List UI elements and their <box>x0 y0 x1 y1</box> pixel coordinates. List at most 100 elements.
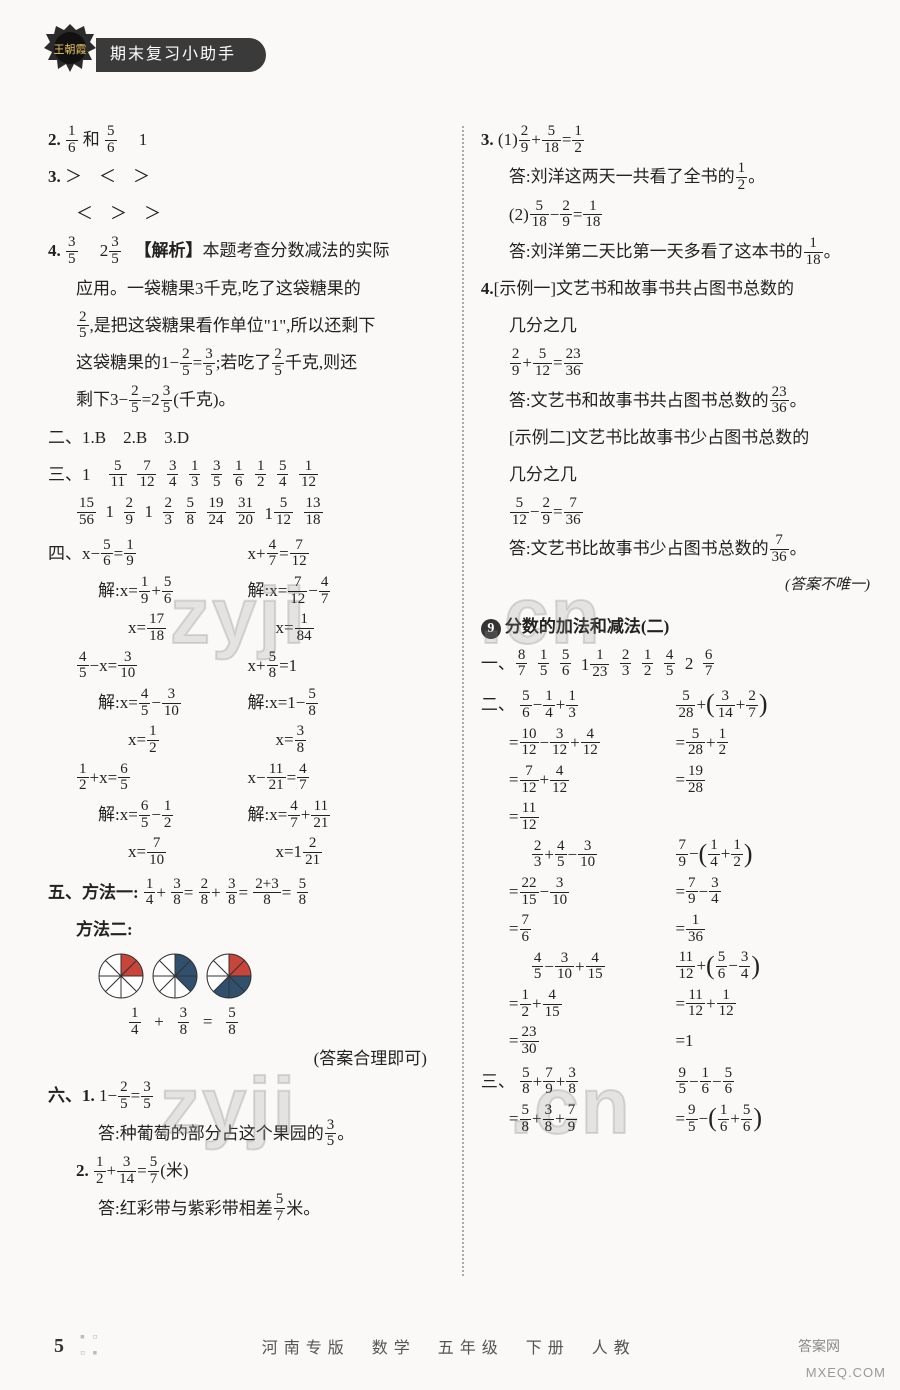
text: 答:文艺书和故事书共占图书总数的 <box>509 391 769 410</box>
frac: 29 <box>509 353 523 372</box>
eq: x+58=1 <box>247 656 297 675</box>
eq: =712+412 <box>509 770 570 789</box>
frac: 12 <box>571 130 585 149</box>
eq: 解:x=19+56 <box>98 581 174 600</box>
item-num: 3. <box>48 167 61 186</box>
eq: 56−14+13 <box>519 695 579 714</box>
text: = <box>553 502 563 521</box>
text: 这袋糖果的1− <box>76 353 179 372</box>
frac: 2336 <box>563 353 584 372</box>
eq: x−1121=47 <box>247 768 309 787</box>
item-num: 四、 <box>48 544 82 563</box>
eq: x=1718 <box>128 618 167 637</box>
text: = <box>131 1086 141 1105</box>
frac: 35 <box>324 1124 338 1143</box>
text: 方法二: <box>76 920 133 939</box>
frac: 29 <box>540 502 554 521</box>
eq: 解:x=712−47 <box>247 581 331 600</box>
text: (1) <box>498 130 518 149</box>
item-num: 2. <box>48 130 61 149</box>
frac: 38 <box>170 883 184 902</box>
svg-text:王朝霞: 王朝霞 <box>54 43 87 56</box>
frac: 58 <box>296 883 310 902</box>
left-column: 2. 16 和 56 1 3. ＞ ＜ ＞ ＜ ＞ ＞ 4. 35 235 【解… <box>48 120 462 1276</box>
text: 。 <box>790 391 807 410</box>
eq: 12+x=65 <box>76 768 131 787</box>
crest-logo: 王朝霞 <box>40 20 100 80</box>
text: 1 <box>122 130 148 149</box>
text: 本题考查分数减法的实际 <box>203 241 390 260</box>
eq: x=1221 <box>275 842 323 861</box>
frac: 25 <box>271 353 285 372</box>
note: (答案不唯一) <box>481 570 870 600</box>
text: 剩下3− <box>76 390 128 409</box>
frac: 38 <box>177 1012 191 1031</box>
frac: 25 <box>128 390 142 409</box>
frac: 736 <box>769 539 790 558</box>
text: = <box>203 1012 213 1031</box>
badge-9: 9 <box>481 619 501 639</box>
text: = <box>562 130 572 149</box>
text: 。 <box>790 539 807 558</box>
frac: 512 <box>532 353 553 372</box>
eq: =79−34 <box>675 882 721 901</box>
item-num: 3. <box>481 130 494 149</box>
eq: x=12 <box>128 730 160 749</box>
eq: 95−16−56 <box>675 1072 735 1091</box>
text: = <box>282 883 292 902</box>
text: = <box>184 883 194 902</box>
frac: 2336 <box>769 391 790 410</box>
eq: 45−x=310 <box>76 656 138 675</box>
eq: 45−310+415 <box>531 957 606 976</box>
frac: 736 <box>563 502 584 521</box>
eq: =1112+112 <box>675 994 736 1013</box>
eq: =136 <box>675 919 706 938</box>
eq: =2330 <box>509 1031 540 1050</box>
text: 和 <box>83 130 100 149</box>
eq: 528+(314+27) <box>675 695 767 714</box>
text: = <box>573 205 583 224</box>
eq: =1 <box>675 1031 693 1050</box>
frac: 25 <box>179 353 193 372</box>
eq-block: 四、x−56=19 解:x=19+56 x=1718 45−x=310 解:x=… <box>48 534 447 873</box>
frac-run: 87 15 56 1123 23 12 45 2 67 <box>515 654 716 673</box>
text: [示例二]文艺书比故事书少占图书总数的 <box>481 421 870 455</box>
frac: 35 <box>160 390 174 409</box>
eq: =528+12 <box>675 733 729 752</box>
item-num: 2. <box>76 1161 89 1180</box>
text: = <box>553 353 563 372</box>
header-banner: 期末复习小助手 <box>96 38 266 72</box>
frac: 29 <box>518 130 532 149</box>
note: (答案合理即可) <box>48 1042 447 1076</box>
eq: 解:x=45−310 <box>98 693 182 712</box>
eq: 23+45−310 <box>531 845 598 864</box>
frac: 118 <box>582 205 603 224</box>
text: 2 <box>83 241 109 260</box>
eq: x=38 <box>275 730 307 749</box>
text: 二、 <box>481 695 515 714</box>
text: = <box>238 883 248 902</box>
frac: 314 <box>116 1161 137 1180</box>
right-column: 3. (1)29+518=12 答:刘洋这两天一共看了全书的12。 (2)518… <box>466 120 870 1276</box>
frac: 35 <box>65 241 79 260</box>
eq: x+47=712 <box>247 544 309 563</box>
frac: 518 <box>529 205 550 224</box>
text: ＞ ＜ ＞ <box>65 167 150 186</box>
calc-block: 二、 56−14+13 =1012−312+412 =712+412 =1112… <box>481 685 870 1061</box>
text: 。 <box>824 242 841 261</box>
corner-mark: MXEQ.COM <box>806 1365 886 1380</box>
frac: 35 <box>108 241 122 260</box>
eq: 79−(14+12) <box>675 844 752 863</box>
eq: =58+38+79 <box>509 1109 578 1128</box>
eq: =1112 <box>509 807 540 826</box>
frac: 58 <box>225 1012 239 1031</box>
page-root: zyji .cn zyji .cn 王朝霞 期末复习小助手 2. 16 和 56… <box>0 0 900 1390</box>
text: 几分之几 <box>481 309 870 343</box>
frac: 35 <box>202 353 216 372</box>
frac: 518 <box>541 130 562 149</box>
frac: 56 <box>104 130 118 149</box>
item-num: 六、1. <box>48 1086 95 1105</box>
text: = <box>137 1161 147 1180</box>
eq: =95−(16+56) <box>675 1109 762 1128</box>
section-9-title: 9分数的加法和减法(二) <box>481 610 870 644</box>
